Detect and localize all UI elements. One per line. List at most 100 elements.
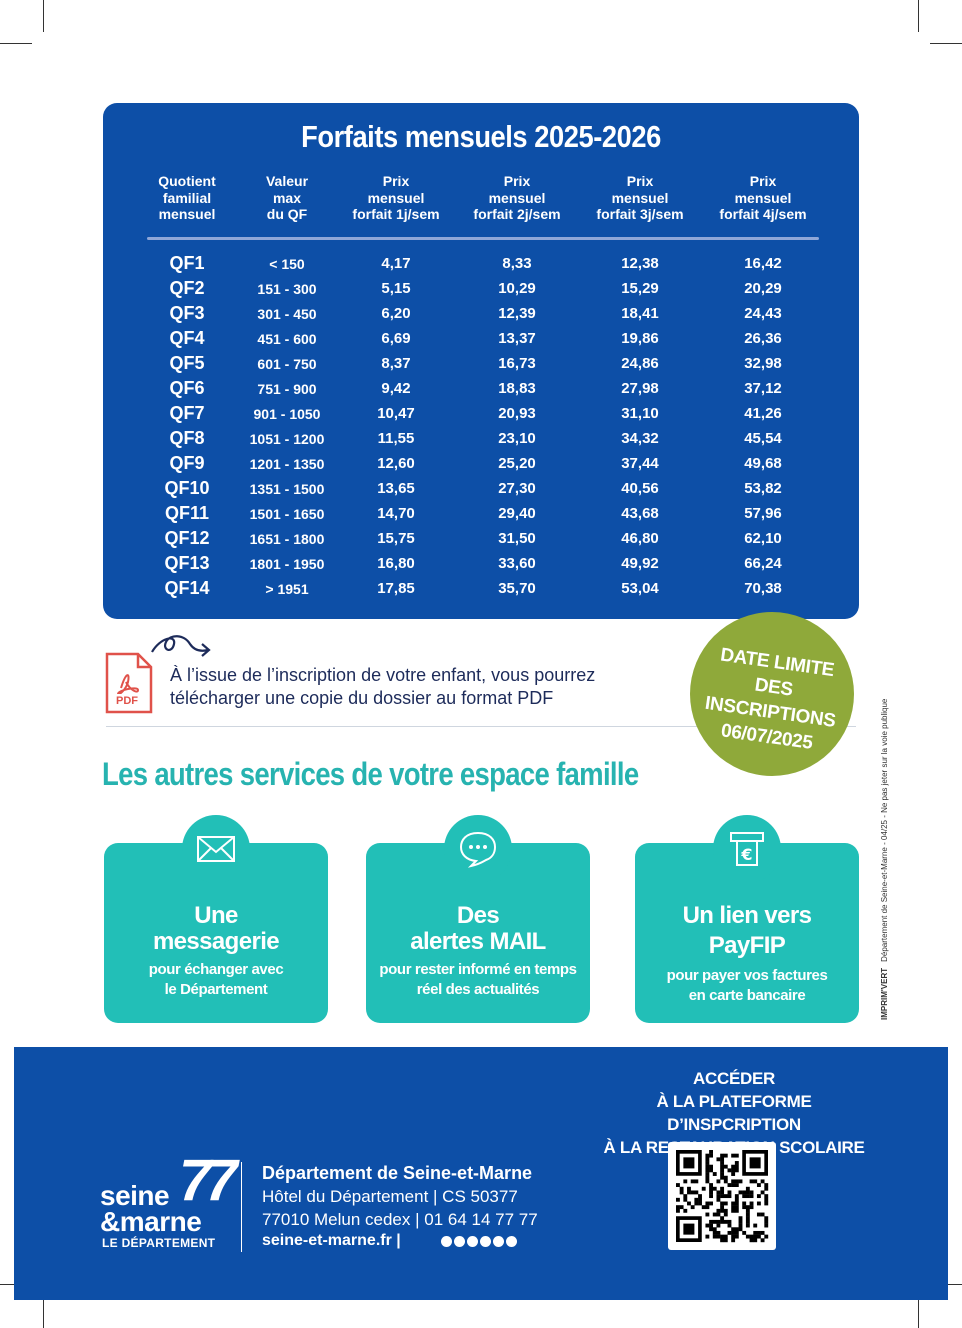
table-row: QF7 901 - 1050 10,47 20,93 31,10 41,26	[103, 403, 859, 428]
price-cell: 4,17	[381, 255, 411, 272]
price-cell: 45,54	[744, 430, 782, 447]
price-cell: 43,68	[621, 505, 659, 522]
column-header-line: max	[272, 189, 302, 206]
price-cell: 32,98	[744, 355, 782, 372]
qf-range: 1051 - 1200	[249, 431, 325, 447]
table-row: QF10 1351 - 1500 13,65 27,30 40,56 53,82	[103, 478, 859, 503]
column-header-line: Prix	[626, 173, 654, 189]
qf-label: QF6	[169, 378, 205, 398]
column-header: Prix mensuel forfait 3j/sem	[575, 173, 705, 223]
price-cell: 18,41	[621, 305, 659, 322]
price-cell: 27,30	[498, 480, 536, 497]
envelope-icon	[182, 815, 250, 883]
access-line: ACCÉDER	[693, 1069, 775, 1088]
euro-payment-icon: €	[713, 815, 781, 883]
table-row: QF8 1051 - 1200 11,55 23,10 34,32 45,54	[103, 428, 859, 453]
service-card-payfip[interactable]: € Un lien vers PayFIP pour payer vos fac…	[635, 815, 859, 1023]
service-card-messaging[interactable]: Une messagerie pour échanger avec le Dép…	[104, 815, 328, 1023]
qf-range: > 1951	[265, 581, 309, 597]
column-header-line: Prix	[382, 173, 410, 189]
facebook-icon[interactable]	[441, 1236, 452, 1247]
table-row: QF13 1801 - 1950 16,80 33,60 49,92 66,24	[103, 553, 859, 578]
instagram-icon[interactable]	[480, 1236, 491, 1247]
price-cell: 12,39	[498, 305, 536, 322]
price-cell: 62,10	[744, 530, 782, 547]
price-cell: 20,93	[498, 405, 536, 422]
price-cell: 16,73	[498, 355, 536, 372]
legal-side-text: IMPRIM'VERT Département de Seine-et-Marne…	[880, 600, 902, 1020]
column-header-line: Prix	[503, 173, 531, 189]
website-url[interactable]: seine-et-marne.fr	[262, 1232, 392, 1249]
crop-mark	[0, 43, 32, 44]
service-card-mail-alerts[interactable]: Des alertes MAIL pour rester informé en …	[366, 815, 590, 1023]
qf-range: 1201 - 1350	[249, 456, 325, 472]
column-header: Quotient familial mensuel	[122, 173, 252, 223]
notice-line-2: télécharger une copie du dossier au form…	[170, 688, 554, 708]
price-cell: 53,04	[621, 580, 659, 597]
price-cell: 35,70	[498, 580, 536, 597]
qf-label: QF1	[169, 253, 205, 273]
service-subtitle-line: pour échanger avec	[148, 961, 284, 978]
price-cell: 5,15	[381, 280, 411, 297]
price-cell: 40,56	[621, 480, 659, 497]
price-cell: 24,43	[744, 305, 782, 322]
qf-label: QF8	[169, 428, 205, 448]
price-cell: 66,24	[744, 555, 782, 572]
service-title-line: Une	[194, 902, 238, 929]
price-cell: 57,96	[744, 505, 782, 522]
legal-mention: Département de Seine-et-Marne - 04/25 - …	[880, 698, 889, 962]
price-cell: 6,20	[381, 305, 411, 322]
column-header: Prix mensuel forfait 2j/sem	[452, 173, 582, 223]
access-line: À LA PLATEFORME D’INSPCRIPTION	[656, 1092, 812, 1134]
service-subtitle: pour rester informé en temps réel des ac…	[366, 960, 590, 1000]
tariff-panel: Forfaits mensuels 2025-2026 Quotient fami…	[103, 103, 859, 619]
website-link[interactable]: seine-et-marne.fr |	[262, 1232, 401, 1250]
column-header-line: Valeur	[265, 173, 309, 189]
table-row: QF6 751 - 900 9,42 18,83 27,98 37,12	[103, 378, 859, 403]
pdf-label: PDF	[116, 695, 138, 707]
linkedin-icon[interactable]	[506, 1236, 517, 1247]
service-subtitle-line: réel des actualités	[416, 981, 540, 998]
table-row: QF3 301 - 450 6,20 12,39 18,41 24,43	[103, 303, 859, 328]
price-cell: 13,37	[498, 330, 536, 347]
column-header-line: mensuel	[488, 189, 546, 206]
separator: |	[396, 1232, 401, 1249]
service-title: Des alertes MAIL	[366, 903, 590, 955]
price-cell: 24,86	[621, 355, 659, 372]
service-title-line: PayFIP	[708, 932, 786, 959]
x-icon[interactable]	[454, 1236, 465, 1247]
address-line-1: Hôtel du Département | CS 50377	[262, 1187, 518, 1206]
price-cell: 16,80	[377, 555, 415, 572]
table-row: QF2 151 - 300 5,15 10,29 15,29 20,29	[103, 278, 859, 303]
social-icons	[441, 1236, 517, 1247]
qf-label: QF2	[169, 278, 205, 298]
price-cell: 37,44	[621, 455, 659, 472]
qf-range: 301 - 450	[257, 306, 317, 322]
qf-range: 451 - 600	[257, 331, 317, 347]
service-subtitle-line: pour rester informé en temps	[379, 961, 577, 978]
qf-range: 151 - 300	[257, 281, 317, 297]
price-cell: 12,38	[621, 255, 659, 272]
price-cell: 70,38	[744, 580, 782, 597]
column-header-line: Prix	[749, 173, 777, 189]
price-cell: 8,33	[502, 255, 532, 272]
notice-line-1: À l’issue de l’inscription de votre enfa…	[170, 665, 596, 685]
flickr-icon[interactable]	[467, 1236, 478, 1247]
price-cell: 33,60	[498, 555, 536, 572]
price-cell: 12,60	[377, 455, 415, 472]
service-subtitle: pour payer vos factures en carte bancair…	[635, 966, 859, 1006]
qf-range: 901 - 1050	[253, 406, 321, 422]
column-header: Prix mensuel forfait 1j/sem	[331, 173, 461, 223]
qf-label: QF13	[164, 553, 210, 573]
column-header-line: du QF	[266, 206, 308, 222]
table-row: QF9 1201 - 1350 12,60 25,20 37,44 49,68	[103, 453, 859, 478]
crop-mark	[43, 0, 44, 32]
service-title-line: Des	[456, 902, 500, 929]
column-header-line: forfait 4j/sem	[719, 206, 807, 222]
youtube-icon[interactable]	[493, 1236, 504, 1247]
price-cell: 11,55	[377, 430, 415, 447]
qr-code[interactable]	[668, 1142, 776, 1250]
qf-label: QF5	[169, 353, 205, 373]
price-cell: 53,82	[744, 480, 782, 497]
price-cell: 31,50	[498, 530, 536, 547]
